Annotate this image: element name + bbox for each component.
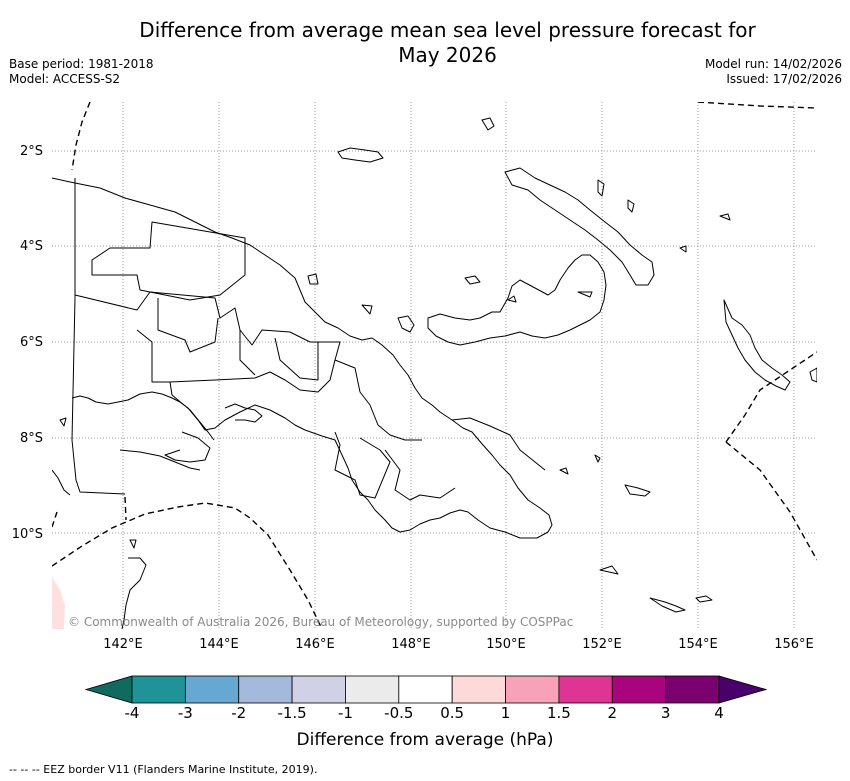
model-run-date: Model run: 14/02/2026 xyxy=(704,57,842,71)
colorbar-tick-label: 2 xyxy=(607,704,618,722)
lat-label: 2°S xyxy=(20,144,43,159)
colorbar-segment xyxy=(184,675,240,704)
latitude-labels: 2°S 4°S 6°S 8°S 10°S xyxy=(12,144,43,542)
eez-footnote: -- -- -- EEZ border V11 (Flanders Marine… xyxy=(9,763,318,776)
lon-label: 154°E xyxy=(678,637,718,652)
colorbar-tick-label: -0.5 xyxy=(384,704,414,722)
lon-label: 144°E xyxy=(199,637,239,652)
meta-left: Base period: 1981-2018 Model: ACCESS-S2 xyxy=(9,57,154,87)
colorbar-tick-label: -2 xyxy=(231,704,247,722)
issued-date: Issued: 17/02/2026 xyxy=(726,72,842,86)
colorbar-segment xyxy=(611,675,667,704)
longitude-labels: 142°E 144°E 146°E 148°E 150°E 152°E 154°… xyxy=(103,637,814,652)
meta-right: Model run: 14/02/2026 Issued: 17/02/2026 xyxy=(705,57,842,87)
map-title: Difference from average mean sea level p… xyxy=(45,18,850,68)
lon-label: 148°E xyxy=(391,637,431,652)
eez-borders xyxy=(52,102,817,629)
copyright-notice: © Commonwealth of Australia 2026, Bureau… xyxy=(68,615,573,629)
colorbar-tick-label: 4 xyxy=(714,704,724,722)
colorbar-segment xyxy=(291,675,346,704)
colorbar-extend-low xyxy=(84,675,133,704)
colorbar-segment xyxy=(505,675,560,704)
colorbar-tick-label: -1 xyxy=(337,704,353,722)
colorbar xyxy=(84,675,768,704)
colorbar-segment xyxy=(558,675,613,704)
lat-label: 4°S xyxy=(20,239,43,254)
colorbar-extend-high xyxy=(718,675,768,704)
international-border xyxy=(71,178,126,495)
colorbar-tick-label: -1.5 xyxy=(277,704,307,722)
colorbar-segment xyxy=(398,675,453,704)
new-britain xyxy=(427,254,607,346)
bougainville xyxy=(723,299,791,391)
colorbar-segment xyxy=(345,675,400,704)
colorbar-tick-label: 1.5 xyxy=(546,704,571,722)
lat-label: 6°S xyxy=(20,335,43,350)
colorbar-segment xyxy=(131,675,186,704)
title-line-2: May 2026 xyxy=(398,43,497,67)
lon-label: 156°E xyxy=(774,637,814,652)
colorbar-tick-label: -4 xyxy=(124,704,140,722)
colorbar-tick-label: 0.5 xyxy=(440,704,465,722)
base-period: Base period: 1981-2018 xyxy=(9,57,154,71)
land-outlines xyxy=(52,117,817,629)
new-guinea-mainland xyxy=(52,177,553,539)
colorbar-segment xyxy=(451,675,506,704)
colorbar-tick-label: -3 xyxy=(177,704,193,722)
lon-label: 152°E xyxy=(582,637,622,652)
lat-label: 8°S xyxy=(20,431,43,446)
colorbar-label: Difference from average (hPa) xyxy=(296,730,554,750)
lon-label: 142°E xyxy=(103,637,143,652)
lon-label: 150°E xyxy=(486,637,526,652)
colorbar-tick-label: 3 xyxy=(660,704,671,722)
title-line-1: Difference from average mean sea level p… xyxy=(139,18,756,42)
lat-label: 10°S xyxy=(12,527,43,542)
colorbar-segment xyxy=(665,675,720,704)
model-name: Model: ACCESS-S2 xyxy=(9,72,121,86)
gridlines xyxy=(52,102,817,629)
lon-label: 146°E xyxy=(295,637,335,652)
colorbar-segment xyxy=(238,675,293,704)
colorbar-tick-label: 1 xyxy=(500,704,511,722)
pressure-anomaly-patch xyxy=(52,577,65,629)
map-frame xyxy=(52,102,817,629)
new-ireland xyxy=(504,167,655,286)
map-area xyxy=(52,102,817,629)
